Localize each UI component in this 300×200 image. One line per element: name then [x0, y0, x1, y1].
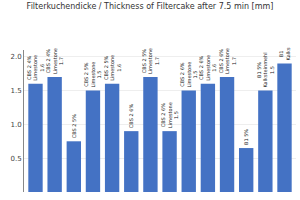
svg-text:CBS 2 5%Limestone1.7: CBS 2 5%Limestone1.7	[141, 48, 160, 74]
svg-text:CBS 2 6%Limestone1.5: CBS 2 6%Limestone1.5	[179, 62, 198, 88]
svg-text:CBS 2 5%Limestone1.6: CBS 2 5%Limestone1.6	[103, 55, 122, 81]
svg-text:B1Kalks: B1Kalks	[278, 47, 291, 61]
svg-text:CBS 2 6%Limestone1.5: CBS 2 6%Limestone1.5	[160, 102, 179, 128]
svg-text:1.0: 1.0	[10, 121, 21, 129]
svg-text:CBS 2 4%Limestone1.6: CBS 2 4%Limestone1.6	[26, 55, 45, 81]
svg-text:1.5: 1.5	[10, 87, 21, 95]
svg-text:CBS 2 5%Limestone1.5: CBS 2 5%Limestone1.5	[83, 62, 102, 88]
svg-text:CBS 2 4%Limestone1.7: CBS 2 4%Limestone1.7	[45, 48, 64, 74]
svg-text:CBS 2 6%Limestone1.7: CBS 2 6%Limestone1.7	[218, 48, 237, 74]
svg-text:CBS 2 6%Limestone1.6: CBS 2 6%Limestone1.6	[198, 55, 217, 81]
svg-text:2.0: 2.0	[10, 53, 21, 61]
svg-text:B1 5%: B1 5%	[243, 129, 249, 145]
svg-text:0.5: 0.5	[10, 155, 21, 163]
svg-text:CBS 2 6%: CBS 2 6%	[128, 104, 134, 129]
svg-text:Filterkuchendicke / Thickness: Filterkuchendicke / Thickness of Filterc…	[27, 2, 274, 11]
svg-text:B1 5%Kalksteinmehl1.5: B1 5%Kalksteinmehl1.5	[256, 52, 275, 87]
svg-text:CBS 2 5%: CBS 2 5%	[71, 114, 77, 139]
